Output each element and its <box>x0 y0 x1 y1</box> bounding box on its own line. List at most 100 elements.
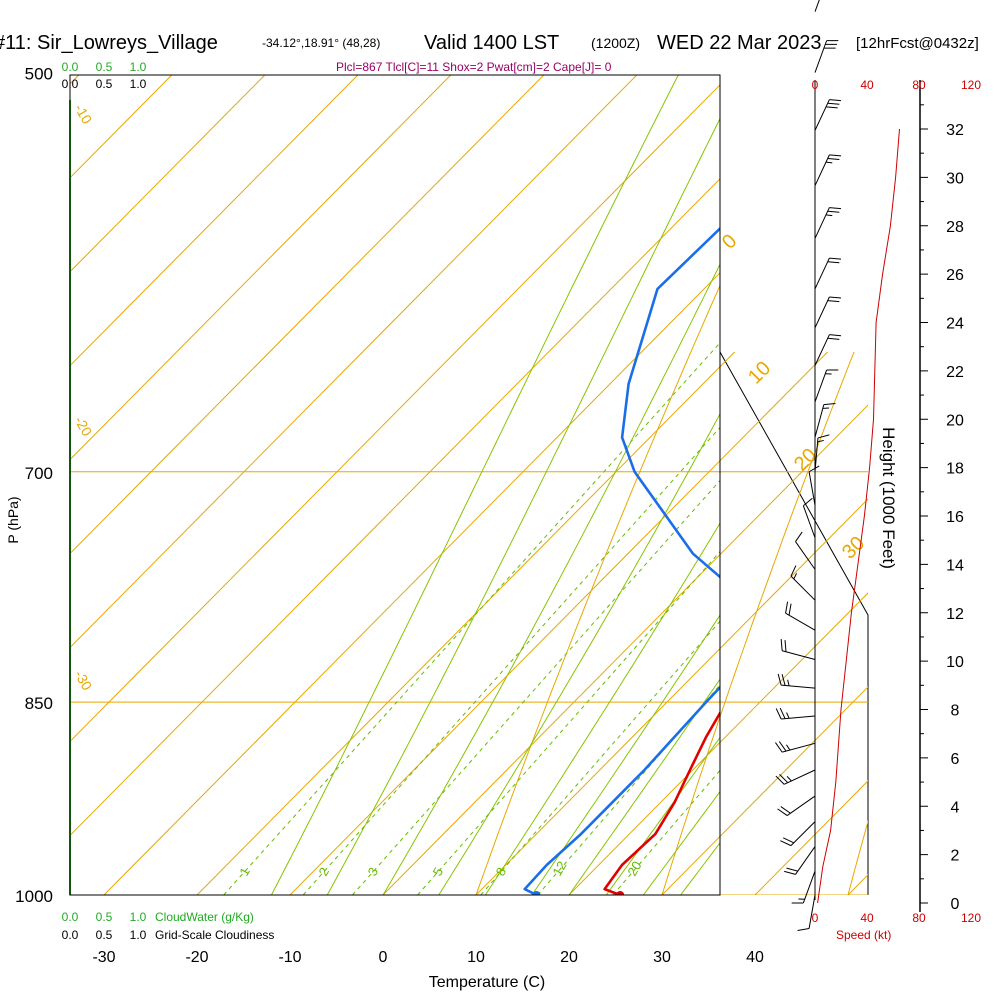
wind-barb-full <box>777 808 788 816</box>
dewpoint-line <box>523 226 720 895</box>
wind-barb <box>780 639 816 661</box>
wind-barb <box>814 0 820 12</box>
pressure-axis-title: P (hPa) <box>5 496 21 543</box>
isotherm <box>0 0 1000 895</box>
speed-tick-label: 40 <box>860 911 874 925</box>
wind-barb-staff <box>802 870 816 904</box>
height-tick-label: 20 <box>946 412 964 429</box>
isotherm <box>11 0 1000 895</box>
temperature-tick-label: 40 <box>746 949 764 966</box>
wind-barb <box>775 769 816 785</box>
wind-barb-full <box>827 261 840 264</box>
temperature-tick-label: 0 <box>379 949 388 966</box>
wind-barb <box>814 99 842 131</box>
stability-indices: Plcl=867 Tlcl[C]=11 Shox=2 Pwat[cm]=2 Ca… <box>336 60 612 74</box>
wind-barb-full <box>829 99 842 102</box>
zulu-time: (1200Z) <box>591 35 640 51</box>
wind-barb <box>790 565 816 601</box>
moist-adiabat <box>326 117 720 895</box>
height-tick-label: 24 <box>946 316 964 333</box>
forecast-date: WED 22 Mar 2023 <box>657 32 822 54</box>
height-tick-label: 18 <box>946 461 964 478</box>
isotherm <box>104 0 1000 895</box>
moist-adiabat <box>438 412 720 895</box>
speed-axis-title: Speed (kt) <box>836 928 891 942</box>
wind-barb-full <box>775 742 783 753</box>
wind-barb-full <box>777 673 782 686</box>
wind-panel-border <box>719 351 869 895</box>
wind-barb-staff <box>814 334 830 366</box>
wind-barb-full <box>829 207 842 210</box>
wind-barb-staff <box>786 795 816 816</box>
isotherm <box>70 178 720 837</box>
wind-barb-staff <box>795 541 816 570</box>
wind-barb-full <box>827 102 840 105</box>
plot-frame <box>69 74 721 896</box>
wind-barbs <box>775 0 842 932</box>
wind-barb <box>802 497 816 538</box>
surface-dewpoint-dot <box>532 891 541 895</box>
height-tick-label: 14 <box>946 557 964 574</box>
wind-barb-staff <box>814 0 820 12</box>
wind-barb-full <box>827 157 840 160</box>
cloudwater-tick-label: 1.0 <box>130 910 147 924</box>
temperature-tick-label: -10 <box>278 949 301 966</box>
wind-barb-staff <box>814 154 830 186</box>
wind-barb <box>814 257 842 290</box>
temperature-tick-label: -20 <box>185 949 208 966</box>
isotherm-label: -30 <box>71 667 95 693</box>
height-tick-label: 0 <box>951 896 960 913</box>
wind-barb-full <box>825 106 838 109</box>
temperature-tick-label: 30 <box>653 949 671 966</box>
wind-panel-background <box>0 0 1000 895</box>
wind-barb-full <box>823 403 836 406</box>
pressure-tick-label: 700 <box>25 464 53 483</box>
mixing-ratio-label: 3 <box>365 865 382 879</box>
wind-barb <box>814 403 836 438</box>
temperature-axis-title: Temperature (C) <box>429 974 545 991</box>
height-tick-label: 32 <box>946 122 964 139</box>
wind-barb <box>784 846 816 875</box>
forecast-label: [12hrFcst@0432z] <box>856 35 979 52</box>
isotherm <box>720 498 868 650</box>
wind-barb-staff <box>785 612 816 631</box>
isotherm <box>0 0 1000 895</box>
isotherm <box>720 404 868 556</box>
isotherm <box>70 75 638 649</box>
speed-profile-line <box>817 128 900 904</box>
wind-barb-staff <box>795 846 816 875</box>
wind-barb-half <box>825 214 833 217</box>
wind-barb <box>777 795 816 816</box>
moist-adiabat <box>382 263 720 895</box>
station-coords: -34.12°,18.91° (48,28) <box>262 36 380 50</box>
isotherm <box>0 0 1000 895</box>
wind-barb-full <box>827 210 840 213</box>
pressure-tick-label: 850 <box>25 694 53 713</box>
height-tick-label: 30 <box>946 170 964 187</box>
wind-barb-full <box>775 775 785 785</box>
wind-barb-full <box>795 531 803 542</box>
wind-barb-full <box>779 774 789 784</box>
wind-barb-full <box>780 840 792 847</box>
speed-tick-label: 0 <box>812 911 819 925</box>
wind-barb-full <box>785 601 789 614</box>
cloudwater-tick-label: 1.0 <box>130 60 147 74</box>
cloudwater-tick-label: 0.5 <box>96 60 113 74</box>
mixing-ratio-label: 20 <box>624 858 644 878</box>
wind-barb-full <box>784 870 796 875</box>
wind-barb-full <box>827 300 840 303</box>
surface-temperature-dot <box>616 891 625 895</box>
isotherm-label: 30 <box>838 532 869 563</box>
speed-tick-label: 0 <box>812 78 819 92</box>
wind-barb-staff <box>814 404 825 438</box>
wind-barb-half <box>825 161 833 164</box>
isotherm <box>0 0 1000 895</box>
isotherm <box>0 0 1000 895</box>
mixing-ratio-label: 12 <box>549 858 569 878</box>
cloudiness-title: Grid-Scale Cloudiness <box>155 928 274 942</box>
wind-barb-half <box>785 744 791 751</box>
wind-barb <box>814 296 842 329</box>
cloudwater-title: CloudWater (g/Kg) <box>155 910 254 924</box>
isotherm-label: 0 <box>718 230 741 253</box>
wind-barb-full <box>797 927 810 932</box>
